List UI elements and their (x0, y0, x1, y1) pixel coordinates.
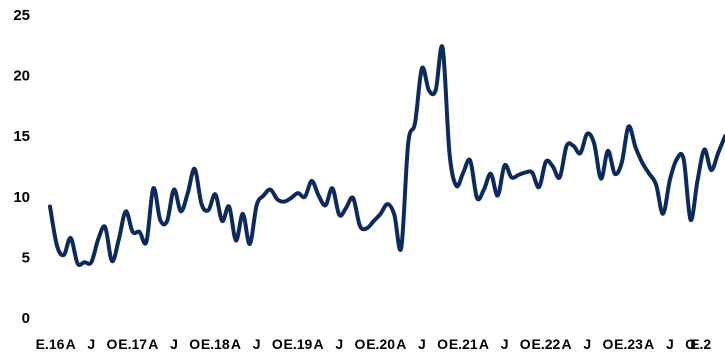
x-tick-label: J (583, 336, 591, 352)
y-tick-label: 0 (22, 310, 30, 327)
y-tick-label: 25 (13, 7, 30, 24)
x-tick-label: O (685, 336, 696, 352)
x-tick-label: J (501, 336, 509, 352)
x-tick-label: E.16 (36, 336, 65, 352)
x-tick-label: J (87, 336, 95, 352)
x-tick-label: J (418, 336, 426, 352)
y-tick-label: 10 (13, 189, 30, 206)
x-tick-label: E.18 (201, 336, 230, 352)
x-tick-label: A (66, 336, 76, 352)
x-tick-label: E.22 (532, 336, 561, 352)
x-tick-label: A (314, 336, 324, 352)
x-tick-label: A (562, 336, 572, 352)
x-tick-label: E.17 (118, 336, 147, 352)
x-tick-label: J (666, 336, 674, 352)
x-tick-label: A (479, 336, 489, 352)
y-tick-label: 15 (13, 128, 30, 145)
x-tick-label: O (520, 336, 531, 352)
x-tick-label: A (644, 336, 654, 352)
x-tick-label: E.19 (284, 336, 313, 352)
x-tick-label: O (189, 336, 200, 352)
x-tick-label: O (107, 336, 118, 352)
x-tick-label: E.23 (614, 336, 643, 352)
x-tick-label: O (602, 336, 613, 352)
x-axis-tick-labels: E.16 A J O E.17 A J O E.18 A J O E.19 A J O E.20 A J O E.21 A… (36, 336, 712, 352)
x-tick-label: E.21 (449, 336, 478, 352)
y-axis: 0 5 10 15 20 25 (13, 7, 30, 327)
x-tick-label: J (170, 336, 178, 352)
x-tick-label: E.2 (690, 336, 711, 352)
x-tick-label: O (355, 336, 366, 352)
x-tick-label: E.20 (366, 336, 395, 352)
x-tick-label: A (231, 336, 241, 352)
x-tick-label: A (396, 336, 406, 352)
x-tick-label: J (335, 336, 343, 352)
x-tick-label: J (253, 336, 261, 352)
y-tick-label: 5 (22, 249, 30, 266)
y-tick-label: 20 (13, 68, 30, 85)
x-tick-label: A (148, 336, 158, 352)
series-line (48, 44, 725, 267)
x-tick-label: O (437, 336, 448, 352)
x-tick-label: O (272, 336, 283, 352)
